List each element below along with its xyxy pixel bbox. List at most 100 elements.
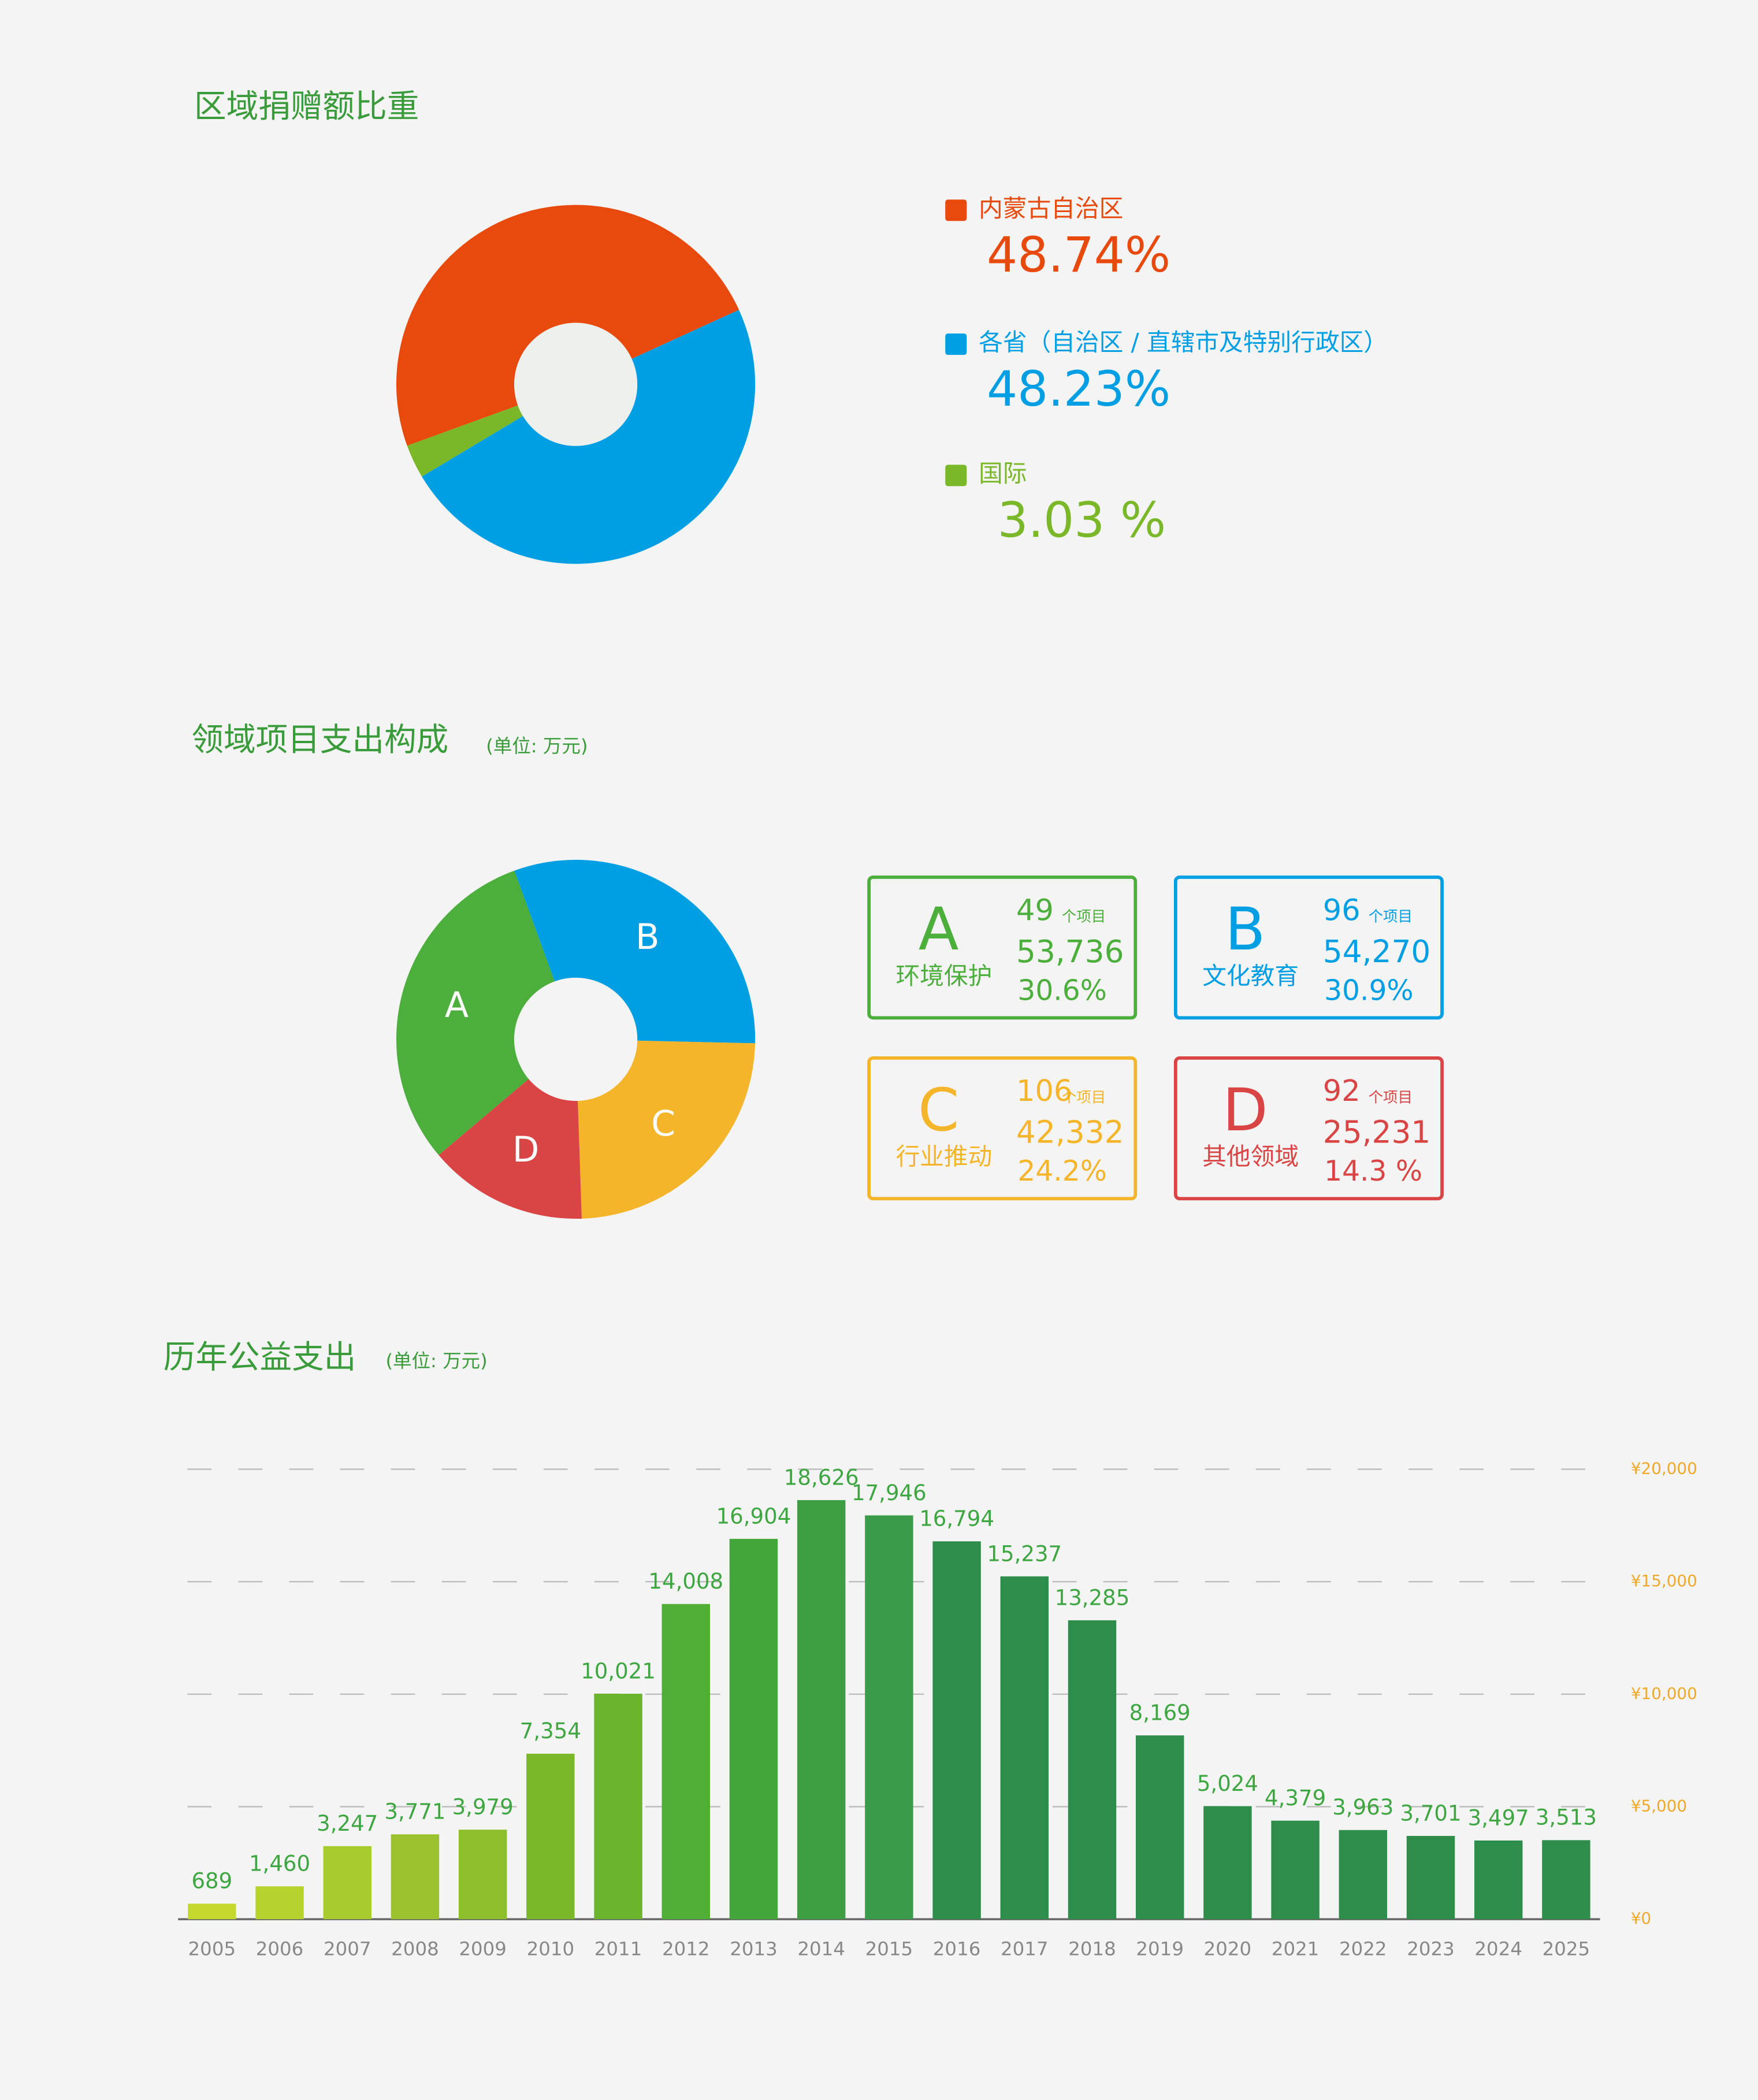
x-tick-label: 2016 <box>933 1938 981 1960</box>
value-label: 1,460 <box>249 1852 310 1876</box>
x-tick-label: 2011 <box>594 1938 642 1960</box>
slice-label: B <box>635 917 659 958</box>
bar <box>1339 1830 1388 1920</box>
x-tick-label: 2008 <box>391 1938 439 1960</box>
bar <box>1135 1735 1184 1920</box>
bar <box>1068 1620 1117 1920</box>
bar <box>458 1830 507 1920</box>
bar <box>255 1886 304 1920</box>
value-label: 4,379 <box>1265 1786 1326 1810</box>
x-tick-label: 2006 <box>256 1938 304 1960</box>
count-unit: 个项目 <box>1062 1089 1106 1106</box>
card-name: 文化教育 <box>1202 962 1299 990</box>
bar <box>1203 1806 1252 1920</box>
x-tick-label: 2009 <box>459 1938 507 1960</box>
donut-slice <box>438 1078 582 1219</box>
value-label: 16,904 <box>716 1504 791 1528</box>
count-unit: 个项目 <box>1369 908 1413 926</box>
slice-label: D <box>512 1130 539 1170</box>
value-label: 16,794 <box>919 1507 994 1531</box>
project-count: 92 <box>1323 1074 1361 1108</box>
project-count: 96 <box>1323 893 1361 927</box>
value-label: 8,169 <box>1129 1700 1191 1725</box>
value-label: 689 <box>191 1869 232 1894</box>
card-value: 25,231 <box>1323 1115 1431 1151</box>
bar <box>661 1604 710 1920</box>
y-tick-label: ¥5,000 <box>1631 1796 1687 1815</box>
bar <box>188 1904 236 1920</box>
donut-slice <box>407 405 525 477</box>
card-letter: B <box>1225 895 1265 964</box>
donut-slice <box>514 859 756 1044</box>
chart-title: 领域项目支出构成 <box>191 721 448 759</box>
legend-swatch <box>945 465 967 487</box>
x-tick-label: 2007 <box>324 1938 371 1960</box>
bar <box>526 1753 575 1920</box>
x-tick-label: 2005 <box>188 1938 236 1960</box>
card-percent: 30.9% <box>1324 974 1414 1007</box>
bar <box>729 1538 778 1920</box>
chart-title: 历年公益支出 <box>163 1339 356 1376</box>
x-tick-label: 2018 <box>1068 1938 1116 1960</box>
card-name: 环境保护 <box>895 962 992 990</box>
card <box>1173 1056 1444 1201</box>
card <box>867 875 1138 1020</box>
slice-label: A <box>445 985 469 1026</box>
bar <box>594 1693 642 1920</box>
x-tick-label: 2020 <box>1204 1938 1252 1960</box>
value-label: 18,626 <box>784 1465 859 1490</box>
value-label: 5,024 <box>1197 1771 1258 1796</box>
x-tick-label: 2025 <box>1543 1938 1590 1960</box>
x-tick-label: 2015 <box>865 1938 913 1960</box>
card-letter: D <box>1222 1076 1268 1145</box>
card-percent: 30.6% <box>1017 974 1107 1007</box>
value-label: 17,946 <box>852 1481 927 1505</box>
y-tick-label: ¥10,000 <box>1631 1684 1697 1703</box>
card-percent: 24.2% <box>1017 1155 1107 1188</box>
chart-title: 区域捐赠额比重 <box>194 88 419 125</box>
x-tick-label: 2022 <box>1339 1938 1387 1960</box>
card-value: 53,736 <box>1016 934 1124 970</box>
count-unit: 个项目 <box>1369 1089 1413 1106</box>
bar <box>391 1834 440 1920</box>
x-tick-label: 2012 <box>662 1938 710 1960</box>
x-tick-label: 2014 <box>797 1938 845 1960</box>
card-letter: A <box>919 895 959 964</box>
bar <box>932 1541 981 1920</box>
bar <box>865 1515 913 1920</box>
y-tick-label: ¥15,000 <box>1631 1571 1697 1590</box>
legend-swatch <box>945 199 967 221</box>
x-tick-label: 2010 <box>527 1938 575 1960</box>
value-label: 3,979 <box>452 1795 514 1820</box>
donut-slice <box>422 310 756 564</box>
legend-label: 内蒙古自治区 <box>979 194 1123 222</box>
card-value: 54,270 <box>1323 934 1431 970</box>
y-tick-label: ¥0 <box>1631 1909 1651 1928</box>
donut-hole <box>514 977 638 1101</box>
value-label: 3,701 <box>1400 1801 1461 1826</box>
donut-slice <box>396 205 739 446</box>
x-tick-label: 2023 <box>1407 1938 1455 1960</box>
value-label: 7,354 <box>520 1719 581 1743</box>
donut-slice <box>578 1040 756 1219</box>
donut-hole <box>514 322 638 446</box>
y-tick-label: ¥20,000 <box>1631 1459 1697 1478</box>
card-percent: 14.3 % <box>1324 1155 1422 1188</box>
value-label: 3,247 <box>317 1811 378 1836</box>
count-unit: 个项目 <box>1062 908 1106 926</box>
bar <box>797 1500 846 1920</box>
x-tick-label: 2017 <box>1001 1938 1049 1960</box>
card-name: 行业推动 <box>895 1142 992 1171</box>
chart-subtitle: (单位: 万元) <box>486 735 588 757</box>
legend-label: 各省（自治区 / 直辖市及特别行政区） <box>979 328 1388 357</box>
project-count: 49 <box>1016 893 1054 927</box>
slice-label: C <box>651 1104 675 1144</box>
x-tick-label: 2013 <box>730 1938 778 1960</box>
chart-subtitle: (单位: 万元) <box>385 1350 487 1372</box>
value-label: 3,771 <box>384 1800 445 1824</box>
card <box>867 1056 1138 1201</box>
value-label: 14,008 <box>648 1569 723 1594</box>
x-tick-label: 2024 <box>1474 1938 1522 1960</box>
